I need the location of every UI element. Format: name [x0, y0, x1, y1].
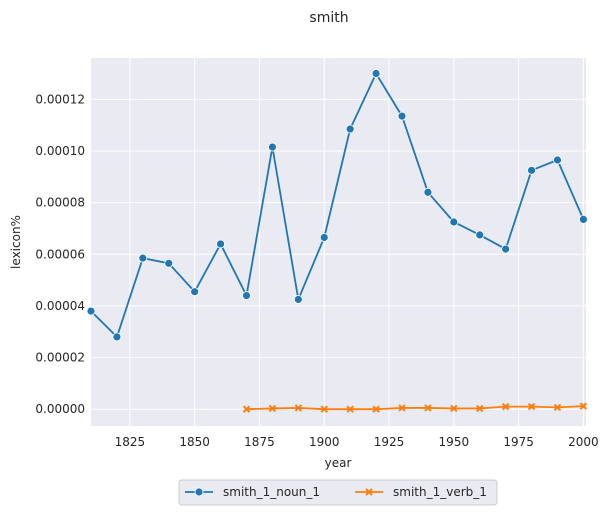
grid-lines [91, 58, 586, 426]
y-tick-label: 0.00008 [35, 196, 85, 210]
plot-area [91, 58, 586, 426]
x-tick-label: 1875 [244, 435, 275, 449]
data-point [372, 405, 380, 413]
series-line [246, 405, 584, 411]
y-tick-label: 0.00004 [35, 299, 85, 313]
data-point [86, 306, 96, 316]
data-point [112, 332, 122, 342]
data-point [579, 402, 588, 410]
tick-labels: 1825 1850 1875 1900 1925 1950 1975 2000 0.00000 0… [35, 92, 598, 449]
x-tick-label: 1900 [309, 435, 340, 449]
x-tick-label: 1825 [115, 435, 146, 449]
data-point [293, 295, 303, 304]
data-point [397, 111, 407, 121]
x-tick-label: 2000 [568, 435, 599, 449]
data-point [527, 165, 536, 175]
legend-entry: smith_1_verb_1 [355, 485, 487, 499]
x-mark-stroke [294, 404, 303, 412]
x-mark-stroke [527, 402, 536, 411]
data-point [268, 404, 277, 413]
x-mark-stroke [398, 404, 406, 412]
y-tick-label: 0.00000 [35, 402, 85, 416]
x-mark-stroke [476, 404, 484, 413]
data-point [268, 142, 277, 152]
data-point [345, 124, 355, 134]
x-mark-stroke [553, 403, 562, 412]
y-axis-title: lexicon% [9, 215, 23, 269]
data-point [579, 215, 588, 224]
data-point [138, 253, 148, 263]
legend-label: smith_1_verb_1 [393, 485, 487, 499]
data-point [475, 230, 485, 240]
series-line [90, 72, 585, 338]
data-point [371, 69, 381, 78]
data-point [476, 404, 484, 413]
x-axis-title: year [325, 456, 352, 470]
data-point [242, 291, 251, 300]
legend-box [178, 479, 498, 506]
data-point [424, 404, 432, 412]
data-point [398, 404, 406, 412]
data-point [320, 405, 328, 413]
legend: smith_1_noun_1 smith_1_verb_1 [178, 479, 498, 506]
legend-label: smith_1_noun_1 [223, 485, 320, 499]
x-tick-label: 1950 [439, 435, 470, 449]
x-mark-stroke [501, 402, 510, 411]
x-mark-stroke [372, 405, 380, 413]
x-mark-stroke [579, 402, 588, 410]
data-point [190, 287, 200, 297]
data-point [423, 187, 433, 197]
data-point [346, 405, 354, 413]
legend-marker [365, 488, 373, 496]
data-point [553, 155, 562, 165]
x-tick-label: 1850 [179, 435, 210, 449]
data-point [216, 239, 225, 249]
data-point [553, 403, 562, 412]
legend-entry: smith_1_noun_1 [185, 485, 320, 499]
y-tick-label: 0.00012 [35, 92, 85, 106]
data-point [527, 402, 536, 411]
series-layer [86, 69, 588, 413]
x-mark-stroke [346, 405, 354, 413]
data-point [501, 402, 510, 411]
data-point [294, 404, 303, 412]
x-tick-label: 1975 [503, 435, 534, 449]
y-tick-label: 0.00006 [35, 247, 85, 261]
y-tick-label: 0.00010 [35, 144, 85, 158]
series-smith_1_verb_1 [242, 402, 588, 413]
data-point [449, 217, 459, 227]
data-point [501, 244, 511, 254]
legend-marker [194, 487, 204, 497]
series-smith_1_noun_1 [86, 69, 588, 342]
x-mark-stroke [424, 404, 432, 412]
x-mark-stroke [320, 405, 328, 413]
y-tick-label: 0.00002 [35, 351, 85, 365]
x-mark-stroke [365, 488, 373, 496]
data-point [450, 404, 458, 413]
x-mark-stroke [268, 404, 277, 413]
data-point [319, 233, 329, 242]
x-mark-stroke [450, 404, 458, 413]
chart-title: smith [309, 10, 348, 26]
x-mark-stroke [242, 405, 251, 413]
data-point [242, 405, 251, 413]
data-point [164, 258, 174, 268]
x-tick-label: 1925 [374, 435, 405, 449]
